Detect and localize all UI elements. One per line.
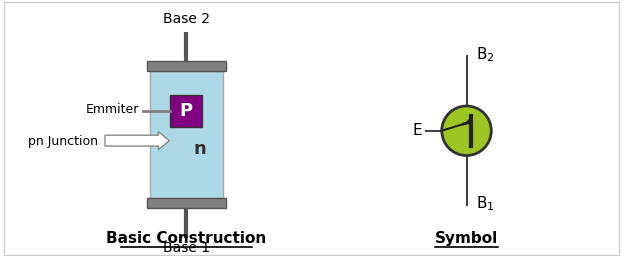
Bar bbox=[150, 71, 223, 198]
Bar bbox=[170, 95, 202, 127]
FancyArrow shape bbox=[105, 132, 169, 150]
Text: Symbol: Symbol bbox=[435, 231, 498, 246]
Text: B: B bbox=[476, 196, 487, 211]
Text: n: n bbox=[193, 140, 207, 158]
Text: P: P bbox=[180, 102, 193, 120]
Circle shape bbox=[442, 106, 491, 156]
Text: Base 2: Base 2 bbox=[163, 12, 210, 26]
Bar bbox=[147, 61, 226, 71]
Text: 1: 1 bbox=[486, 202, 494, 212]
Text: 2: 2 bbox=[486, 53, 494, 63]
Text: Basic Construction: Basic Construction bbox=[106, 231, 266, 246]
Bar bbox=[147, 198, 226, 208]
Text: pn Junction: pn Junction bbox=[28, 135, 98, 148]
Text: E: E bbox=[412, 123, 422, 138]
FancyArrow shape bbox=[462, 120, 472, 125]
Text: Emmiter: Emmiter bbox=[85, 103, 139, 116]
Text: Base 1: Base 1 bbox=[163, 241, 210, 255]
Text: B: B bbox=[476, 47, 487, 62]
